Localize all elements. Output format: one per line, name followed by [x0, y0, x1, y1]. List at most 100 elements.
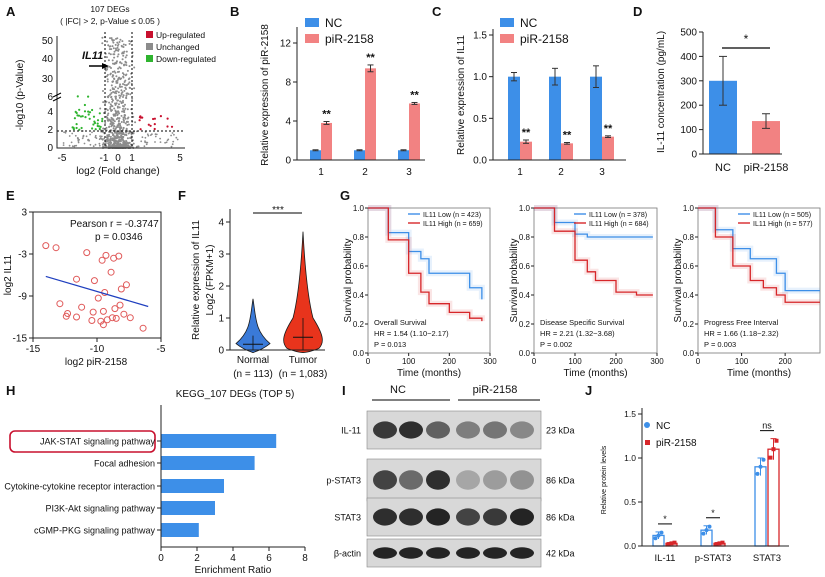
legend-pir-swatch [645, 440, 650, 445]
plot-frame [533, 207, 658, 354]
volcano-point-unchanged [74, 134, 77, 137]
volcano-point-unchanged [122, 105, 124, 107]
volcano-point-unchanged [110, 67, 112, 69]
volcano-point-unchanged [101, 143, 104, 146]
volcano-point-unchanged [99, 107, 102, 110]
scatter-ylabel: log2 IL11 [3, 254, 14, 295]
y-tick-label: 0.6 [353, 262, 365, 271]
volcano-point-unchanged [71, 132, 74, 135]
volcano-point-unchanged [113, 56, 116, 59]
pearson-r: Pearson r = -0.3747 [70, 219, 159, 230]
scatter-point [112, 314, 120, 322]
y-tick-label: 0.0 [353, 349, 365, 358]
volcano-point-unchanged [111, 59, 114, 62]
volcano-point-unchanged [118, 41, 121, 43]
volcano-point-unchanged [120, 137, 123, 139]
bar-pir-2158 [602, 136, 614, 160]
volcano-point-unchanged [126, 124, 129, 126]
blot-band [426, 547, 450, 559]
volcano-point-unchanged [129, 40, 132, 43]
y-tick-label: 0.2 [683, 320, 695, 329]
volcano-point-down [98, 112, 101, 115]
data-point [653, 536, 658, 541]
volcano-point-unchanged [114, 97, 117, 99]
volcano-point-unchanged [105, 144, 108, 147]
volcano-point-unchanged [143, 145, 146, 148]
volcano-point-unchanged [123, 89, 126, 92]
volcano-point-unchanged [115, 102, 118, 105]
volcano-point-unchanged [127, 123, 130, 126]
volcano-point-unchanged [117, 67, 120, 70]
kegg-xlabel: Enrichment Ratio [195, 565, 272, 576]
volcano-point-unchanged [112, 39, 115, 42]
volcano-point-unchanged [106, 80, 109, 83]
volcano-point-unchanged [110, 92, 113, 94]
volcano-point-unchanged [123, 83, 126, 86]
volcano-point-unchanged [125, 131, 127, 134]
scatter-point [97, 317, 105, 325]
volcano-point-unchanged [98, 142, 101, 145]
volcano-point-unchanged [126, 84, 128, 86]
y-tick-label: 1.5 [624, 409, 636, 419]
volcano-point-unchanged [107, 44, 110, 47]
volcano-point-unchanged [112, 134, 114, 137]
y-tick-label: 0.8 [683, 233, 695, 242]
y-tick-label: 1.0 [519, 204, 531, 213]
volcano-point-unchanged [120, 92, 123, 95]
x-tick-label: -10 [90, 344, 105, 355]
legend-unchanged-swatch [146, 43, 153, 50]
volcano-point-unchanged [115, 92, 118, 95]
km-curve-high [698, 207, 820, 303]
volcano-point-unchanged [118, 145, 121, 147]
legend-pir-swatch [500, 34, 514, 43]
sample-size: (n = 1,083) [279, 369, 328, 380]
x-tick-label: STAT3 [753, 553, 781, 564]
regression-line [45, 275, 149, 308]
volcano-point-unchanged [117, 91, 120, 94]
legend-nc-swatch [305, 18, 319, 27]
volcano-point-down [101, 117, 104, 120]
volcano-point-up [139, 115, 142, 118]
volcano-point-unchanged [107, 145, 110, 148]
volcano-point-unchanged [112, 99, 114, 102]
volcano-point-up [159, 115, 162, 118]
blot-kda-label: 42 kDa [546, 549, 575, 559]
chart-h-marks: JAK-STAT signaling pathway Focal adhesion… [4, 434, 308, 564]
volcano-point-down [72, 128, 75, 131]
volcano-point-down [81, 115, 84, 118]
kegg-bar [161, 479, 224, 493]
data-point [656, 533, 661, 538]
volcano-point-up [147, 123, 150, 126]
highlight-box [9, 430, 156, 453]
volcano-point-unchanged [170, 145, 173, 148]
x-tick-label: 100 [568, 357, 582, 366]
volcano-point-unchanged [120, 121, 123, 123]
volcano-point-unchanged [128, 65, 131, 68]
x-tick-label: 6 [266, 553, 272, 564]
legend-low-label: IL11 Low (n = 378) [589, 212, 647, 219]
volcano-point-unchanged [71, 145, 74, 148]
volcano-point-unchanged [130, 143, 132, 146]
volcano-point-unchanged [106, 114, 109, 117]
volcano-point-unchanged [122, 46, 125, 48]
survival-plot: 0.0 0.2 0.4 0.6 0.8 1.0 0 100 200 300 Survival pro… [343, 204, 497, 379]
volcano-point-unchanged [117, 77, 120, 80]
volcano-point-unchanged [129, 145, 131, 148]
volcano-point-unchanged [85, 135, 88, 138]
volcano-point-unchanged [112, 122, 114, 125]
x-tick-label: 3 [599, 167, 605, 178]
bar-pir-2158 [321, 122, 332, 160]
volcano-point-unchanged [118, 140, 121, 143]
blot-band [510, 421, 534, 439]
volcano-point-unchanged [104, 122, 107, 124]
volcano-point-unchanged [106, 78, 109, 81]
volcano-point-unchanged [125, 94, 128, 97]
volcano-point-unchanged [107, 137, 109, 140]
volcano-point-unchanged [124, 117, 127, 120]
volcano-point-unchanged [120, 131, 123, 134]
blot-group-nc: NC [390, 384, 406, 396]
bar-nc [754, 466, 767, 547]
y-tick-label: 0.8 [519, 233, 531, 242]
volcano-point-unchanged [125, 54, 128, 57]
volcano-point-unchanged [125, 134, 128, 137]
